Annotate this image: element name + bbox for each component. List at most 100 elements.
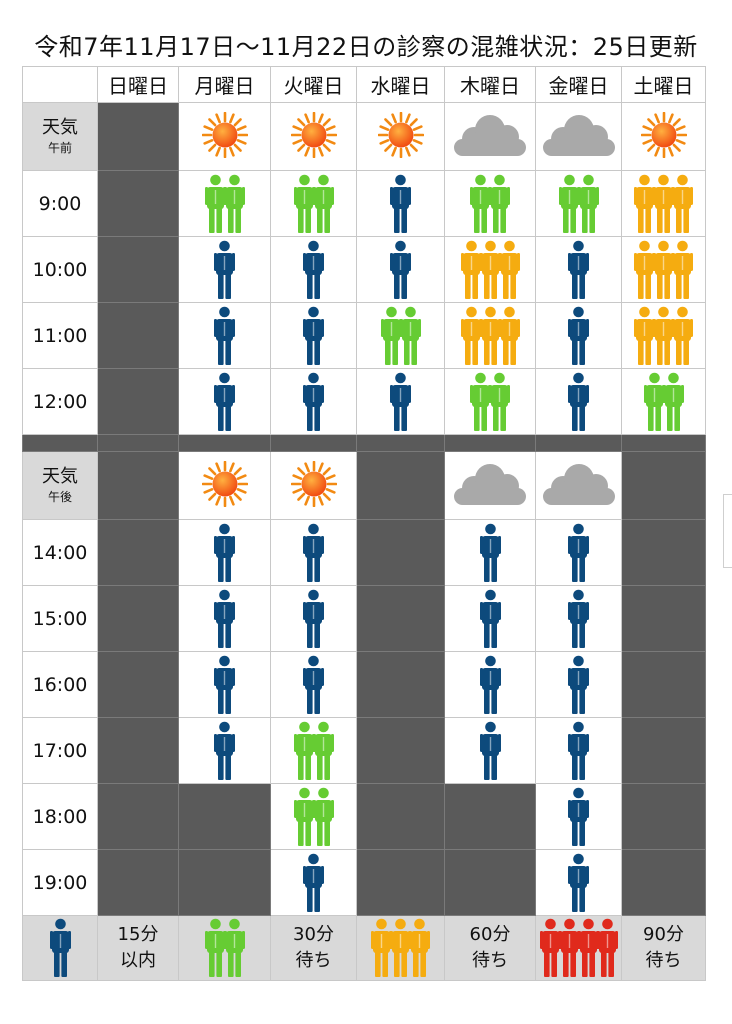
person-icon xyxy=(653,306,674,365)
time-label: 19:00 xyxy=(32,871,88,894)
congestion-cell xyxy=(356,519,445,586)
side-panel-edge xyxy=(723,494,732,568)
person-icon xyxy=(204,174,226,233)
sun-icon xyxy=(290,111,337,158)
congestion-cell xyxy=(356,302,445,369)
time-label: 17:00 xyxy=(32,739,88,762)
weather-label: 天気 xyxy=(42,116,78,138)
cloud-icon xyxy=(542,463,615,505)
congestion-cell xyxy=(270,849,357,916)
person-icon xyxy=(303,240,324,299)
person-icon xyxy=(479,240,501,299)
person-icon xyxy=(49,918,71,977)
sun-icon xyxy=(290,460,337,507)
time-label-cell: 19:00 xyxy=(22,849,98,916)
congestion-cell xyxy=(535,585,622,652)
congestion-cell xyxy=(535,519,622,586)
weather-cell xyxy=(444,102,536,171)
person-icon xyxy=(293,721,315,780)
person-icon xyxy=(634,306,655,365)
sun-icon xyxy=(201,111,248,158)
day-header: 日曜日 xyxy=(97,66,179,103)
person-icon xyxy=(460,240,482,299)
congestion-cell xyxy=(97,651,179,718)
header-corner xyxy=(22,66,98,103)
time-label-cell: 11:00 xyxy=(22,302,98,369)
congestion-cell xyxy=(444,651,536,718)
person-icon xyxy=(223,174,245,233)
lunch-break-divider xyxy=(97,434,179,452)
congestion-cell xyxy=(97,368,179,435)
lunch-break-divider xyxy=(535,434,622,452)
person-icon xyxy=(479,721,501,780)
person-icon xyxy=(303,853,324,912)
weather-cell xyxy=(535,451,622,520)
congestion-cell xyxy=(178,368,271,435)
person-icon xyxy=(479,306,501,365)
congestion-cell xyxy=(621,236,706,303)
congestion-cell xyxy=(621,849,706,916)
person-icon xyxy=(568,523,589,582)
person-icon xyxy=(204,918,226,977)
weather-cell xyxy=(178,102,271,171)
person-icon xyxy=(214,721,235,780)
person-icon xyxy=(539,918,561,977)
person-icon xyxy=(672,240,693,299)
legend-icon-cell xyxy=(535,915,622,981)
congestion-cell xyxy=(621,585,706,652)
congestion-cell xyxy=(178,302,271,369)
person-icon xyxy=(303,523,324,582)
congestion-cell xyxy=(97,170,179,237)
congestion-table: 日曜日 月曜日 火曜日 水曜日 木曜日 金曜日 土曜日 天気 午前 9:00 10:00 11:00 1… xyxy=(22,66,706,981)
time-label-cell: 15:00 xyxy=(22,585,98,652)
congestion-cell xyxy=(444,519,536,586)
congestion-cell xyxy=(356,368,445,435)
legend-text-cell: 60分 待ち xyxy=(444,915,536,981)
legend-text-cell: 30分 待ち xyxy=(270,915,357,981)
weather-label: 天気 xyxy=(42,465,78,487)
cloud-icon xyxy=(454,114,526,156)
person-icon xyxy=(409,918,430,977)
congestion-cell xyxy=(178,585,271,652)
congestion-cell xyxy=(444,585,536,652)
lunch-break-divider xyxy=(621,434,706,452)
congestion-cell xyxy=(178,519,271,586)
weather-cell xyxy=(356,102,445,171)
person-icon xyxy=(634,174,655,233)
weather-cell xyxy=(621,451,706,520)
time-label-cell: 17:00 xyxy=(22,717,98,784)
congestion-cell xyxy=(270,302,357,369)
congestion-cell xyxy=(535,651,622,718)
legend-wait-time: 30分 xyxy=(293,924,334,945)
congestion-cell xyxy=(97,849,179,916)
person-icon xyxy=(568,240,589,299)
weather-cell xyxy=(97,102,179,171)
congestion-cell xyxy=(178,236,271,303)
congestion-cell xyxy=(444,783,536,850)
day-header: 土曜日 xyxy=(621,66,706,103)
time-label-cell: 10:00 xyxy=(22,236,98,303)
lunch-break-divider xyxy=(444,434,536,452)
congestion-cell xyxy=(356,783,445,850)
congestion-cell xyxy=(621,783,706,850)
congestion-cell xyxy=(444,849,536,916)
legend-icon-cell xyxy=(356,915,445,981)
congestion-cell xyxy=(97,783,179,850)
day-label: 木曜日 xyxy=(460,74,520,98)
congestion-cell xyxy=(270,717,357,784)
person-icon xyxy=(312,174,334,233)
person-icon xyxy=(303,655,324,714)
congestion-cell xyxy=(178,717,271,784)
day-header: 月曜日 xyxy=(178,66,271,103)
person-icon xyxy=(568,306,589,365)
legend-wait-time: 60分 xyxy=(469,924,511,945)
lunch-break-divider xyxy=(270,434,357,452)
congestion-cell xyxy=(444,170,536,237)
weather-cell xyxy=(621,102,706,171)
person-icon xyxy=(489,174,510,233)
person-icon xyxy=(558,174,580,233)
congestion-cell xyxy=(444,236,536,303)
sun-icon xyxy=(377,111,424,158)
congestion-cell xyxy=(621,651,706,718)
congestion-cell xyxy=(535,717,622,784)
